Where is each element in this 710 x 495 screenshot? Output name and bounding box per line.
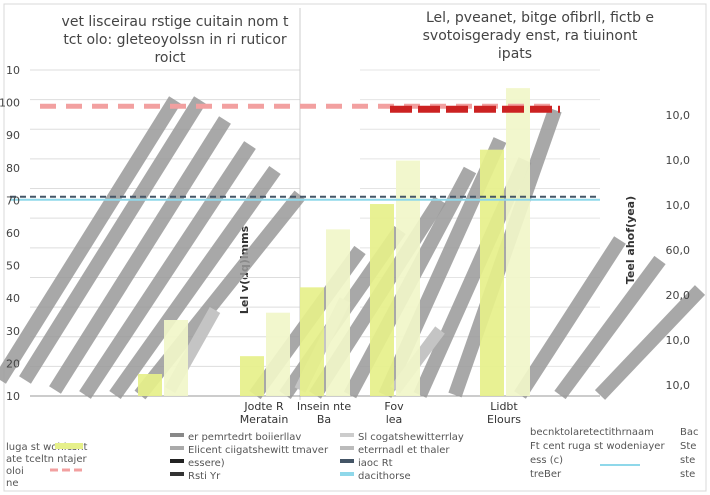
y-tick-left: 80 xyxy=(6,162,20,175)
legend-label: luga st wohicsnt xyxy=(6,442,88,453)
bar-extra-a xyxy=(138,374,162,396)
category-label: Fov xyxy=(384,400,404,413)
category-label: Meratain xyxy=(240,413,289,426)
legend-label: oloi xyxy=(6,466,24,477)
legend-swatch xyxy=(170,446,184,450)
legend-label: treBer xyxy=(530,469,562,480)
diagonal-stripe xyxy=(514,236,626,399)
legend-swatch xyxy=(340,433,354,437)
y-tick-left: 30 xyxy=(6,325,20,338)
chart-title-right-line-2: svotoisgerady enst, ra tiuinont xyxy=(423,28,638,44)
legend-swatch xyxy=(340,472,354,476)
diagonal-stripe xyxy=(49,116,231,394)
legend-label: Rsti Yr xyxy=(188,471,221,482)
legend-label: ste xyxy=(680,469,695,480)
y-tick-left: 60 xyxy=(6,227,20,240)
y-tick-right: 10,0 xyxy=(666,154,691,167)
legend-label: ess (c) xyxy=(530,455,563,466)
chart-title-right-line-1: Lel, pveanet, bitge ofibrll, fictb e xyxy=(426,10,654,26)
category-label: Insein nte xyxy=(297,400,352,413)
chart-title-left-line-1: vet lisceirau rstige cuitain nom t xyxy=(62,14,289,30)
chart-title-right-line-3: ipats xyxy=(498,46,532,62)
category-label: Ba xyxy=(317,413,331,426)
legend-label: Ste xyxy=(680,441,696,452)
legend-swatch xyxy=(55,443,83,449)
legend-label: ne xyxy=(6,478,19,489)
legend-swatch xyxy=(170,472,184,476)
legend-label: eterrnadl et thaler xyxy=(358,445,450,456)
y-tick-left: 10 xyxy=(6,64,20,77)
y-tick-right: 60,0 xyxy=(666,244,691,257)
y-tick-left: 100 xyxy=(0,97,20,110)
bar-1-2 xyxy=(396,160,420,396)
y-tick-right: 10,0 xyxy=(666,199,691,212)
y-tick-right: 10,0 xyxy=(666,109,691,122)
y-tick-right: 10,0 xyxy=(666,379,691,392)
legend-label: iaoc Rt xyxy=(358,458,393,469)
y-axis-label-right: Teel ahof(yea) xyxy=(624,196,637,284)
reference-line-layer xyxy=(10,103,600,201)
legend-label: becnktolaretectithrnaam xyxy=(530,427,654,438)
category-label: lea xyxy=(386,413,403,426)
diagonal-stripe xyxy=(594,285,706,400)
category-label: Lidbt xyxy=(490,400,518,413)
legend-label: Ft cent ruga st wodeniayer xyxy=(530,441,665,452)
bar-1-1 xyxy=(326,229,350,396)
y-tick-right: 10,0 xyxy=(666,334,691,347)
legend-label: Elicent ciigatshewitt tmaver xyxy=(188,445,329,456)
legend-label: er pemrtedrt boiierllav xyxy=(188,432,301,443)
diagonal-stripe xyxy=(79,141,256,399)
legend-swatch xyxy=(340,459,354,463)
diagonal-stripe xyxy=(554,255,666,400)
bar-1-0 xyxy=(266,312,290,396)
legend-layer: er pemrtedrt boiierllav Sl cogatshewitter… xyxy=(6,427,699,489)
bar-0-2 xyxy=(370,204,394,396)
legend-label: Bac xyxy=(680,427,699,438)
category-label: Jodte R xyxy=(243,400,284,413)
legend-label: ste xyxy=(680,455,695,466)
legend-label: essere) xyxy=(188,458,225,469)
legend-swatch xyxy=(340,446,354,450)
legend-label: ate tceltn ntajer xyxy=(6,454,87,465)
y-tick-left: 50 xyxy=(6,260,20,273)
chart-title-left-line-3: roict xyxy=(154,50,186,66)
y-tick-left: 40 xyxy=(6,292,20,305)
tick-layer: 10 20 30 40 50 60 70 80 90 100 10 10,0 10,0 20,0 60,0 1… xyxy=(0,64,690,403)
y-tick-right: 20,0 xyxy=(666,289,691,302)
diagonal-stripe xyxy=(109,165,281,400)
category-label: Elours xyxy=(487,413,521,426)
legend-label: dacithorse xyxy=(358,471,411,482)
diagonal-stripe xyxy=(19,96,206,384)
bar-extra-b xyxy=(164,320,188,396)
diagonal-stripe xyxy=(448,107,562,398)
bar-0-1 xyxy=(300,287,324,396)
legend-swatch xyxy=(170,459,184,463)
legend-swatch xyxy=(170,433,184,437)
legend-label: Sl cogatshewitterrlay xyxy=(358,432,464,443)
chart-title-left-line-2: tct olo: gleteoyolssn in ri ruticor xyxy=(63,32,287,48)
y-tick-left: 10 xyxy=(6,390,20,403)
y-tick-left: 70 xyxy=(6,194,20,207)
bar-0-0 xyxy=(240,356,264,396)
bar-1-3 xyxy=(506,88,530,396)
y-tick-left: 20 xyxy=(6,357,20,370)
y-tick-left: 90 xyxy=(6,129,20,142)
bar-0-3 xyxy=(480,149,504,396)
diagonal-stripe xyxy=(0,96,181,384)
